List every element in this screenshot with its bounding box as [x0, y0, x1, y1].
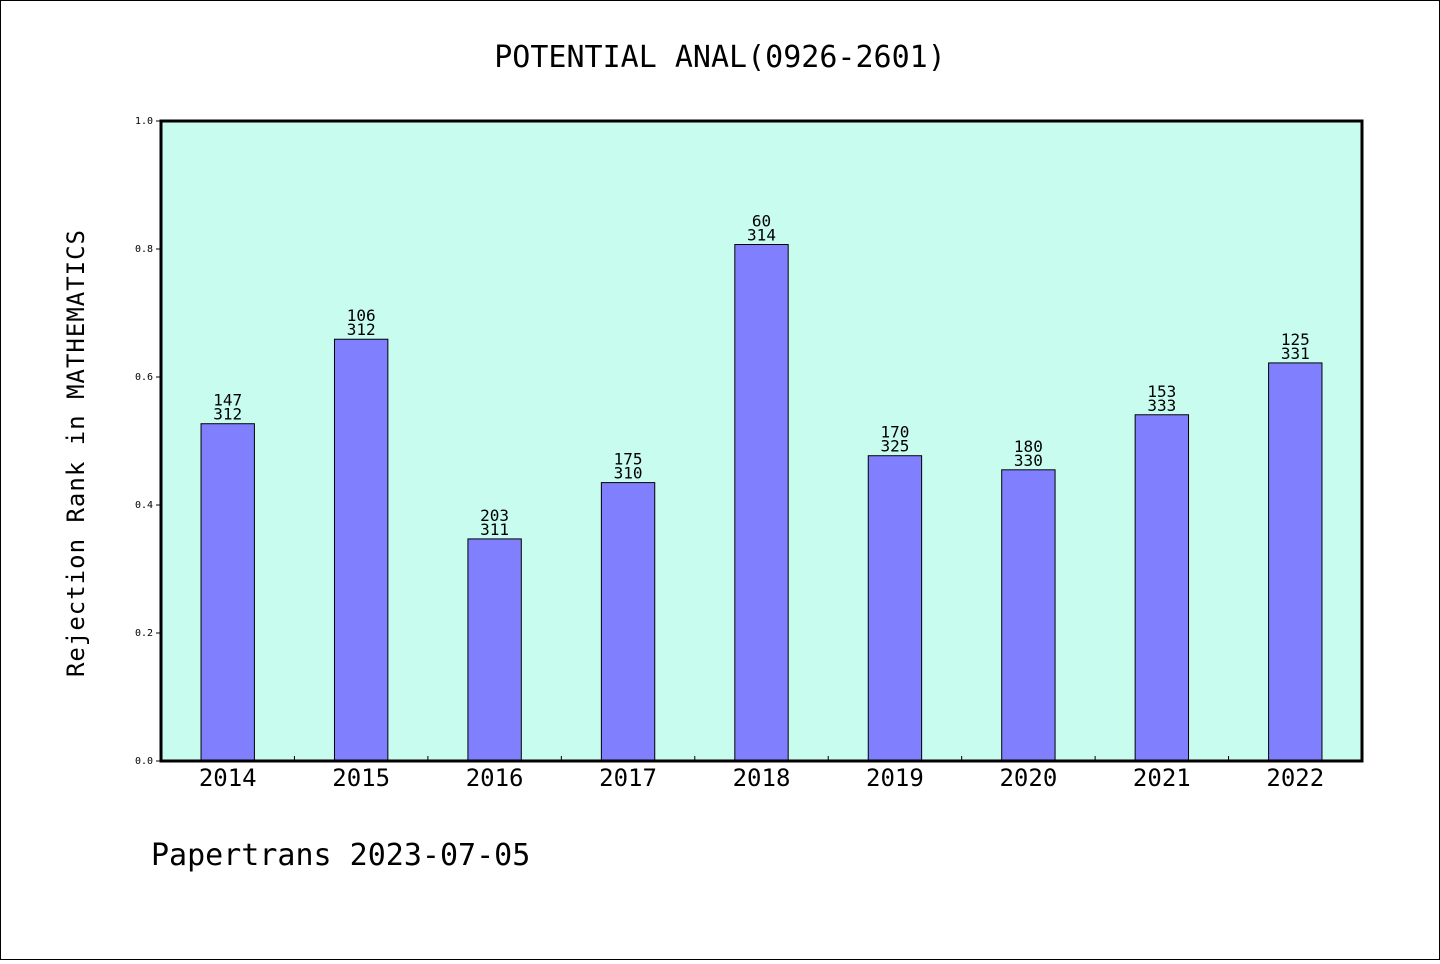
bar-total-label: 312: [347, 320, 376, 339]
bar-rank-label: 203: [480, 506, 509, 525]
bar-2022: [1268, 362, 1323, 762]
y-tick-label: 1.0: [135, 116, 153, 127]
footer-text: Papertrans 2023-07-05: [151, 838, 530, 873]
bar-rank-label: 180: [1014, 437, 1043, 456]
y-axis-label: Rejection Rank in MATHEMATICS: [62, 229, 90, 677]
bar-2021: [1134, 414, 1190, 762]
x-tick-label: 2014: [199, 764, 257, 792]
bar-rank-label: 147: [213, 391, 242, 410]
y-tick-label: 0.2: [135, 628, 153, 639]
bar-rank-label: 106: [347, 306, 376, 325]
x-axis: 2014 2015 2016 2017 2018 2019 2020 2021 2022: [199, 756, 1324, 792]
bar-rank-label: 170: [880, 423, 909, 442]
bar-2020: [1001, 469, 1056, 762]
bar-total-label: 311: [480, 520, 509, 539]
bar-total-label: 333: [1147, 396, 1176, 415]
bar-2017: [600, 482, 656, 762]
bar-total-label: 312: [213, 405, 242, 424]
bar-total-label: 310: [614, 464, 643, 483]
bar-rank-label: 60: [752, 212, 771, 231]
bars: [200, 244, 1323, 762]
x-tick-label: 2022: [1266, 764, 1324, 792]
y-tick-label: 0.6: [135, 372, 153, 383]
y-tick-label: 0.8: [135, 244, 153, 255]
x-tick-label: 2017: [599, 764, 657, 792]
y-tick-label: 0.4: [135, 500, 153, 511]
bar-rank-label: 175: [614, 450, 643, 469]
bar-total-label: 330: [1014, 451, 1043, 470]
x-tick-label: 2016: [466, 764, 524, 792]
bar-rank-label: 125: [1281, 330, 1310, 349]
x-tick-label: 2020: [999, 764, 1057, 792]
bar-2014: [200, 423, 255, 762]
bar-total-label: 325: [880, 437, 909, 456]
x-tick-label: 2019: [866, 764, 924, 792]
x-tick-label: 2015: [332, 764, 390, 792]
bar-total-label: 331: [1281, 344, 1310, 363]
plot-border: [159, 119, 1364, 763]
bar-2018: [734, 244, 789, 762]
bar-2015: [333, 338, 389, 762]
bar-2019: [867, 455, 923, 762]
y-tick-label: 0.0: [135, 756, 153, 767]
x-tick-label: 2021: [1133, 764, 1191, 792]
bar-total-label: 314: [747, 226, 776, 245]
bar-2016: [467, 538, 522, 762]
chart-title: POTENTIAL ANAL(0926-2601): [494, 40, 946, 75]
bar-rank-label: 153: [1147, 382, 1176, 401]
x-tick-label: 2018: [733, 764, 791, 792]
y-axis: 0.0 0.2 0.4 0.6 0.8 1.0: [135, 116, 161, 767]
